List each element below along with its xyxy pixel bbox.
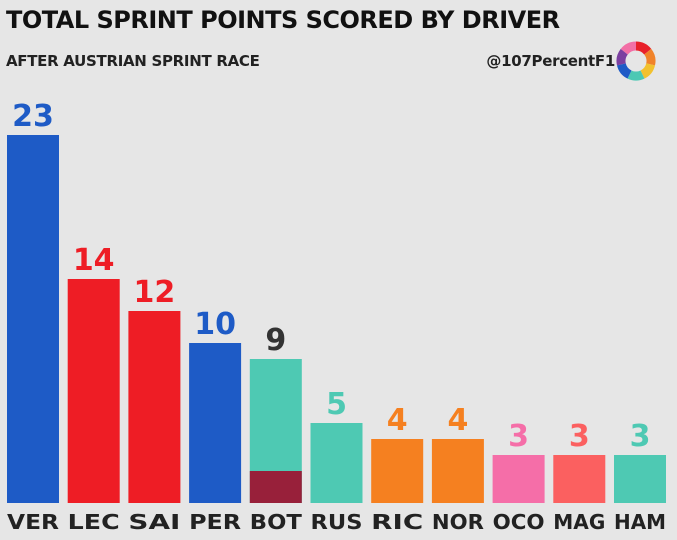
bar-group-ver: 23 VER	[7, 99, 59, 534]
bar-group-oco: 3 OCO	[493, 419, 545, 534]
category-label: RUS	[311, 510, 363, 534]
bar-group-per: 10 PER	[189, 307, 242, 534]
brand-handle: @107PercentF1	[486, 52, 615, 70]
value-label: 3	[569, 419, 590, 454]
bar-group-mag: 3 MAG	[553, 419, 606, 534]
logo-segment	[616, 62, 632, 79]
bar-nor	[431, 439, 484, 503]
logo-segment	[616, 48, 629, 66]
bar-segment-bot	[249, 471, 302, 503]
bar-rus	[310, 423, 363, 503]
bar-lec	[67, 279, 120, 503]
category-label: SAI	[128, 510, 180, 534]
value-label: 4	[447, 403, 468, 438]
chart-title: TOTAL SPRINT POINTS SCORED BY DRIVER	[6, 6, 560, 34]
category-label: MAG	[553, 510, 605, 534]
value-label: 23	[12, 99, 54, 134]
value-label: 9	[265, 323, 286, 358]
bar-ric	[371, 439, 424, 503]
bar-group-ric: 4 RIC	[371, 403, 424, 534]
bar-ver	[7, 135, 59, 503]
category-label: VER	[7, 510, 59, 534]
category-label: PER	[189, 510, 241, 534]
bar-group-rus: 5 RUS	[310, 387, 363, 534]
logo-segment	[620, 41, 637, 55]
bar-group-sai: 12 SAI	[128, 275, 181, 534]
category-label: RIC	[371, 510, 423, 534]
category-label: HAM	[614, 510, 666, 534]
category-label: LEC	[68, 510, 120, 534]
category-label: OCO	[493, 510, 545, 534]
logo-segment	[643, 48, 656, 66]
bar-oco	[492, 455, 545, 503]
category-label: NOR	[432, 510, 484, 534]
value-label: 14	[73, 243, 115, 278]
bar-ham	[614, 455, 666, 503]
bar-mag	[553, 455, 606, 503]
logo-segment	[640, 62, 656, 79]
bar-group-bot: 9 BOT	[250, 323, 302, 534]
value-label: 3	[508, 419, 529, 454]
logo-segment	[635, 41, 652, 55]
bar-group-ham: 3 HAM	[614, 419, 666, 534]
value-label: 5	[326, 387, 347, 422]
value-label: 3	[630, 419, 651, 454]
value-label: 4	[387, 403, 408, 438]
bar-group-nor: 4 NOR	[431, 403, 484, 534]
value-label: 10	[194, 307, 236, 342]
logo-segment	[627, 70, 645, 81]
chart-subtitle: AFTER AUSTRIAN SPRINT RACE	[6, 52, 260, 70]
bar-sai	[128, 311, 181, 503]
bar-per	[189, 343, 242, 503]
brand-logo-icon	[616, 41, 656, 81]
bar-group-lec: 14 LEC	[67, 243, 120, 534]
value-label: 12	[134, 275, 176, 310]
category-label: BOT	[250, 510, 302, 534]
